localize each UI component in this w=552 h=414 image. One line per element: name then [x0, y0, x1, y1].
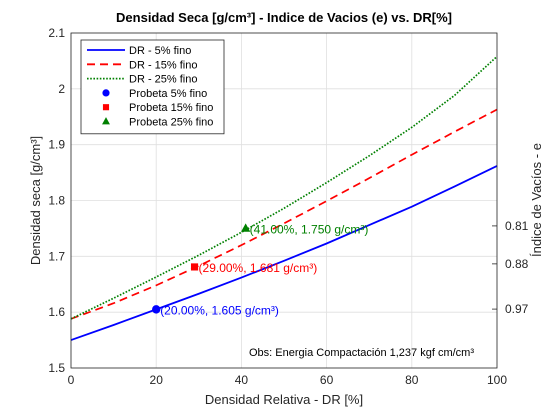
y-tick-label: 1.9: [48, 138, 65, 152]
y-tick-label: 2: [58, 82, 65, 96]
series-line-3: [70, 55, 498, 320]
y2-axis-label: Índice de Vacíos - e: [529, 143, 544, 257]
y-tick-label: 1.6: [48, 305, 65, 319]
legend-marker-1: [102, 89, 110, 97]
x-tick-label: 80: [405, 373, 419, 387]
y2-tick-label: 0.97: [505, 302, 529, 316]
legend-point-entry-2: Probeta 15% fino: [129, 102, 213, 114]
chart-title: Densidad Seca [g/cm³] - Indice de Vacios…: [116, 10, 452, 25]
data-point-3: [241, 223, 251, 232]
legend-point-entry-1: Probeta 5% fino: [129, 88, 207, 100]
legend-box: [80, 39, 225, 135]
curves: [70, 55, 498, 341]
ticks: 0 20 40 60 80 100 1.5 1.6 1.7 1.8 1.9 2 2.1 0.81 0.88 0…: [48, 26, 528, 387]
legend-marker-3: [102, 117, 110, 125]
series-line-2: [70, 108, 498, 320]
y-tick-label: 1.7: [48, 249, 65, 263]
data-label-3: (41.00%, 1.750 g/cm³): [250, 222, 369, 236]
y2-tick-label: 0.81: [505, 219, 529, 233]
legend-point-entry-3: Probeta 25% fino: [129, 117, 213, 129]
plot-frame: [70, 32, 498, 369]
legend-entry-1: DR - 5% fino: [129, 45, 191, 57]
x-axis-label: Densidad Relativa - DR [%]: [205, 392, 363, 407]
series-line-1: [70, 165, 498, 341]
x-tick-label: 60: [320, 373, 334, 387]
legend-marker-2: [102, 104, 110, 111]
legend: DR - 5% fino DR - 15% fino DR - 25% fino Pr…: [80, 39, 225, 135]
legend-entry-3: DR - 25% fino: [129, 74, 197, 86]
y-tick-label: 1.8: [48, 194, 65, 208]
point-labels: (20.00%, 1.605 g/cm³) (29.00%, 1.681 g/cm…: [160, 222, 368, 317]
data-point-1: [152, 305, 161, 314]
x-tick-label: 0: [68, 373, 75, 387]
legend-entry-2: DR - 15% fino: [129, 59, 197, 71]
markers: [152, 223, 251, 314]
data-label-2: (29.00%, 1.681 g/cm³): [199, 261, 318, 275]
note-text: Obs: Energia Compactación 1,237 kgf cm/c…: [249, 347, 474, 359]
y-axis-label: Densidad seca [g/cm³]: [28, 136, 43, 265]
y-tick-label: 2.1: [48, 26, 65, 40]
x-tick-label: 40: [235, 373, 249, 387]
x-tick-label: 20: [150, 373, 164, 387]
data-point-2: [190, 263, 199, 271]
data-label-1: (20.00%, 1.605 g/cm³): [160, 303, 279, 317]
y2-tick-label: 0.88: [505, 257, 529, 271]
x-tick-label: 100: [487, 373, 507, 387]
y-tick-label: 1.5: [48, 361, 65, 375]
